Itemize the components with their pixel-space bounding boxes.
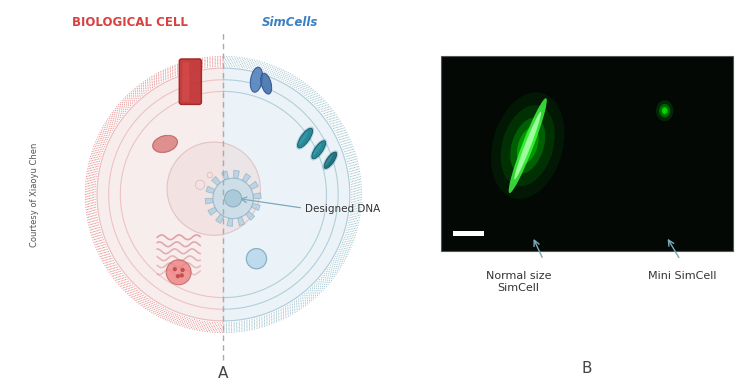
Polygon shape xyxy=(242,173,250,182)
Polygon shape xyxy=(216,214,224,223)
Polygon shape xyxy=(206,186,215,193)
Circle shape xyxy=(224,190,242,207)
Ellipse shape xyxy=(310,139,327,161)
Ellipse shape xyxy=(313,144,322,156)
Ellipse shape xyxy=(296,126,314,150)
Polygon shape xyxy=(246,211,255,220)
Bar xyxy=(453,231,484,236)
Circle shape xyxy=(166,260,191,285)
Text: A: A xyxy=(218,366,229,381)
Bar xyxy=(440,56,734,251)
Circle shape xyxy=(659,104,670,117)
Ellipse shape xyxy=(510,118,545,173)
Ellipse shape xyxy=(251,67,262,92)
Polygon shape xyxy=(224,68,350,321)
Ellipse shape xyxy=(501,105,555,186)
Text: BIOLOGICAL CELL: BIOLOGICAL CELL xyxy=(72,16,188,28)
Polygon shape xyxy=(205,198,213,204)
Text: Normal size
SimCell: Normal size SimCell xyxy=(486,271,551,293)
Polygon shape xyxy=(208,207,217,216)
Circle shape xyxy=(663,109,667,113)
Text: Courtesy of Xiaoyu Chen: Courtesy of Xiaoyu Chen xyxy=(30,142,39,247)
Ellipse shape xyxy=(325,155,333,166)
Ellipse shape xyxy=(312,141,326,159)
Ellipse shape xyxy=(324,152,337,168)
Circle shape xyxy=(213,178,254,219)
Ellipse shape xyxy=(153,135,178,152)
Ellipse shape xyxy=(514,112,541,180)
FancyBboxPatch shape xyxy=(182,62,189,102)
Polygon shape xyxy=(249,181,258,189)
Circle shape xyxy=(172,267,177,272)
FancyBboxPatch shape xyxy=(179,59,202,104)
Ellipse shape xyxy=(261,73,272,94)
Polygon shape xyxy=(253,193,261,198)
Text: Mini SimCell: Mini SimCell xyxy=(647,271,716,281)
Circle shape xyxy=(656,100,674,121)
Polygon shape xyxy=(227,218,232,226)
Ellipse shape xyxy=(491,93,565,199)
Polygon shape xyxy=(251,203,260,210)
Polygon shape xyxy=(211,177,220,186)
Circle shape xyxy=(662,107,668,114)
Circle shape xyxy=(181,268,184,272)
Text: B: B xyxy=(582,361,592,376)
Circle shape xyxy=(176,274,180,279)
Circle shape xyxy=(180,273,184,278)
Polygon shape xyxy=(238,217,244,226)
Polygon shape xyxy=(221,171,229,180)
Ellipse shape xyxy=(298,131,308,145)
Polygon shape xyxy=(233,170,239,179)
Text: SimCells: SimCells xyxy=(262,16,319,28)
Circle shape xyxy=(246,249,266,269)
Ellipse shape xyxy=(509,98,547,193)
Ellipse shape xyxy=(517,127,538,164)
Circle shape xyxy=(167,142,260,235)
Ellipse shape xyxy=(298,128,313,148)
Ellipse shape xyxy=(322,150,338,170)
Text: Designed DNA: Designed DNA xyxy=(305,204,380,214)
Polygon shape xyxy=(97,68,224,321)
